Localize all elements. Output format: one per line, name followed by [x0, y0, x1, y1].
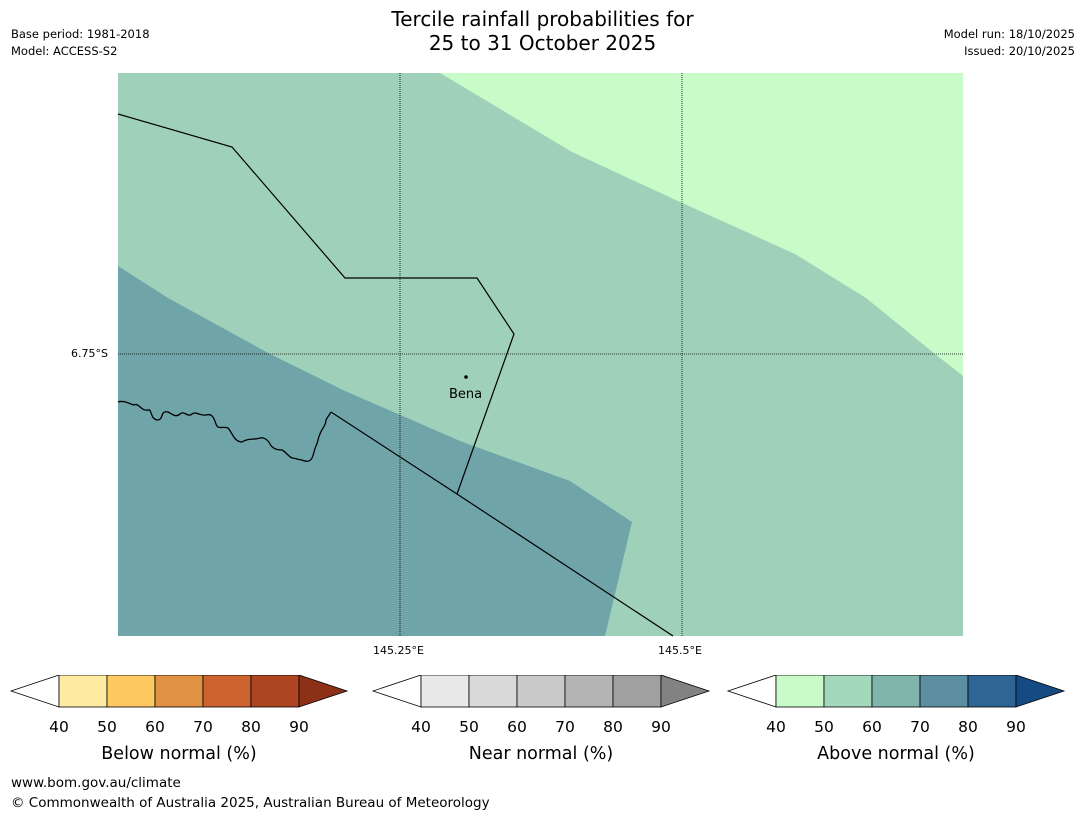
- lat-label: 6.75°S: [71, 347, 108, 360]
- colorbars-svg: [9, 675, 1066, 708]
- near-colorbar-segment: [516, 675, 566, 708]
- below-colorbar-segment: [202, 675, 252, 708]
- near-colorbar-extend-low: [371, 675, 422, 708]
- footer-url[interactable]: www.bom.gov.au/climate: [11, 775, 181, 791]
- footer-copyright: © Commonwealth of Australia 2025, Austra…: [11, 795, 490, 811]
- district-boundary-south: [330, 411, 674, 637]
- below-colorbar-extend-high: [298, 675, 349, 708]
- below-colorbar-segment: [250, 675, 300, 708]
- town-marker-bena: [464, 375, 468, 379]
- meta-right: Model run: 18/10/2025 Issued: 20/10/2025: [944, 26, 1075, 60]
- title-line-2: 25 to 31 October 2025: [428, 31, 657, 55]
- above-colorbar-segment: [823, 675, 873, 708]
- above-colorbar-segment: [775, 675, 825, 708]
- region-above-60-70: [118, 266, 632, 636]
- above-colorbar-segment: [919, 675, 969, 708]
- lon-label-145-5: 145.5°E: [658, 644, 702, 657]
- district-boundary-north: [117, 113, 515, 495]
- below-colorbar-segment: [58, 675, 108, 708]
- model-name: Model: ACCESS-S2: [11, 44, 118, 58]
- river-boundary: [117, 400, 332, 462]
- near-colorbar-segment: [468, 675, 518, 708]
- above-colorbar-extend-low: [726, 675, 777, 708]
- town-label-bena: Bena: [449, 387, 483, 402]
- map-title: Tercile rainfall probabilities for 25 to…: [0, 7, 1085, 55]
- model-run: Model run: 18/10/2025: [943, 27, 1075, 41]
- near-colorbar-segment: [564, 675, 614, 708]
- title-line-1: Tercile rainfall probabilities for: [391, 7, 694, 31]
- meta-left: Base period: 1981-2018 Model: ACCESS-S2: [11, 26, 150, 60]
- above-colorbar-segment: [967, 675, 1017, 708]
- base-period: Base period: 1981-2018: [11, 27, 150, 41]
- lon-label-145-25: 145.25°E: [373, 644, 424, 657]
- above-colorbar-segment: [871, 675, 921, 708]
- below-colorbar-segment: [154, 675, 204, 708]
- below-colorbar-segment: [106, 675, 156, 708]
- near-colorbar-segment: [420, 675, 470, 708]
- issued-date: Issued: 20/10/2025: [964, 44, 1075, 58]
- region-above-40-50: [440, 73, 963, 376]
- near-colorbar-extend-high: [660, 675, 711, 708]
- below-colorbar-extend-low: [9, 675, 60, 708]
- above-colorbar-extend-high: [1015, 675, 1066, 708]
- near-colorbar-segment: [612, 675, 662, 708]
